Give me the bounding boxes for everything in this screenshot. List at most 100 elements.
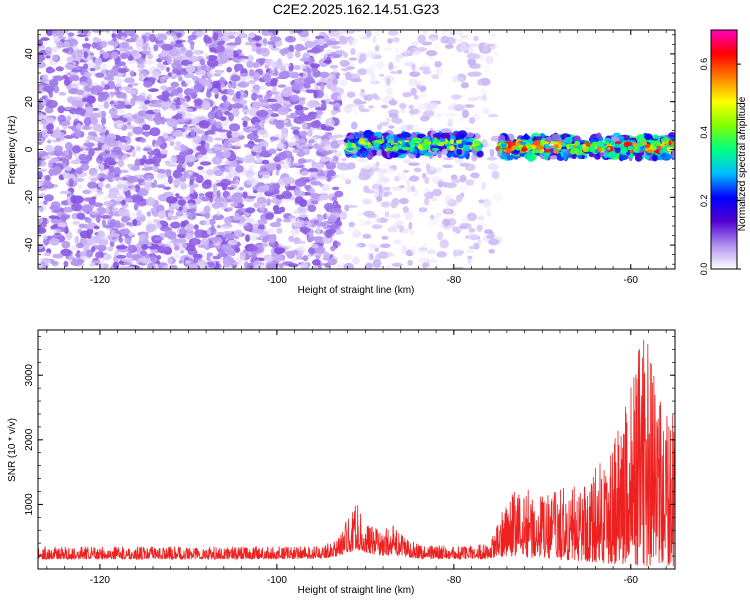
heatmap-cell bbox=[81, 165, 87, 170]
heatmap-cell bbox=[527, 146, 533, 151]
heatmap-cell bbox=[175, 211, 184, 217]
heatmap-cell bbox=[127, 131, 133, 137]
heatmap-cell bbox=[306, 68, 312, 76]
heatmap-cell bbox=[307, 128, 313, 137]
heatmap-cell bbox=[311, 160, 316, 169]
heatmap-cell bbox=[345, 71, 352, 81]
heatmap-cell bbox=[201, 151, 206, 155]
heatmap-cell bbox=[477, 215, 485, 221]
heatmap-cell bbox=[319, 194, 330, 201]
heatmap-cell bbox=[161, 43, 174, 51]
heatmap-cell bbox=[216, 241, 221, 250]
heatmap-cell bbox=[111, 32, 117, 39]
heatmap-cell bbox=[177, 233, 188, 239]
heatmap-cell bbox=[260, 207, 265, 212]
heatmap-cell bbox=[573, 135, 581, 143]
heatmap-cell bbox=[242, 120, 248, 128]
heatmap-cell bbox=[328, 101, 336, 105]
heatmap-cell bbox=[486, 156, 498, 161]
heatmap-cell bbox=[491, 170, 500, 180]
heatmap-cell bbox=[402, 159, 412, 164]
heatmap-cell bbox=[374, 247, 379, 252]
heatmap-cell bbox=[407, 259, 414, 266]
heatmap-cell bbox=[118, 188, 129, 192]
heatmap-cell bbox=[419, 85, 427, 92]
heatmap-cell bbox=[109, 101, 115, 105]
heatmap-cell bbox=[294, 50, 301, 58]
heatmap-cell bbox=[293, 221, 302, 227]
heatmap-cell bbox=[107, 193, 117, 199]
heatmap-cell bbox=[170, 239, 175, 244]
heatmap-cell bbox=[320, 184, 331, 192]
heatmap-cell bbox=[371, 93, 379, 99]
heatmap-cell bbox=[371, 62, 378, 68]
heatmap-cell bbox=[181, 206, 188, 215]
heatmap-cell bbox=[338, 173, 345, 180]
heatmap-cell bbox=[406, 185, 413, 193]
heatmap-cell bbox=[522, 134, 530, 140]
heatmap-cell bbox=[211, 202, 221, 209]
heatmap-cell bbox=[245, 178, 256, 185]
heatmap-cell bbox=[258, 158, 264, 162]
heatmap-cell bbox=[73, 177, 85, 182]
heatmap-cell bbox=[149, 33, 157, 43]
heatmap-cell bbox=[239, 73, 249, 77]
heatmap-cell bbox=[51, 46, 59, 53]
heatmap-cell bbox=[483, 140, 489, 145]
heatmap-cell bbox=[109, 209, 114, 218]
heatmap-cell bbox=[55, 66, 64, 72]
heatmap-cell bbox=[189, 185, 195, 194]
heatmap-cell bbox=[429, 101, 439, 109]
heatmap-cell bbox=[255, 264, 266, 269]
heatmap-cell bbox=[294, 104, 304, 111]
heatmap-cell bbox=[48, 215, 58, 219]
heatmap-cell bbox=[237, 221, 248, 227]
heatmap-cell bbox=[66, 56, 75, 63]
heatmap-cell bbox=[96, 104, 104, 110]
heatmap-cell bbox=[376, 195, 383, 202]
heatmap-cell bbox=[376, 150, 382, 156]
heatmap-cell bbox=[550, 133, 560, 142]
heatmap-cell bbox=[311, 243, 319, 249]
heatmap-cell bbox=[278, 71, 291, 80]
heatmap-cell bbox=[49, 205, 60, 211]
heatmap-cell bbox=[190, 43, 195, 51]
heatmap-cell bbox=[104, 84, 110, 90]
heatmap-cell bbox=[455, 30, 464, 36]
heatmap-cell bbox=[256, 109, 268, 117]
heatmap-cell bbox=[42, 155, 51, 160]
heatmap-cell bbox=[219, 76, 226, 85]
heatmap-cell bbox=[98, 177, 105, 182]
heatmap-cell bbox=[432, 132, 443, 139]
heatmap-cell bbox=[213, 137, 223, 141]
heatmap-cell bbox=[78, 183, 83, 189]
heatmap-cell bbox=[235, 178, 240, 186]
heatmap-cell bbox=[352, 256, 360, 265]
heatmap-cell bbox=[301, 121, 308, 130]
heatmap-cell bbox=[456, 77, 464, 82]
heatmap-cell bbox=[461, 139, 466, 145]
heatmap-cell bbox=[385, 252, 394, 258]
heatmap-cell bbox=[378, 184, 383, 193]
heatmap-cell bbox=[100, 163, 105, 173]
heatmap-cell bbox=[75, 65, 81, 71]
heatmap-cell bbox=[320, 123, 327, 131]
heatmap-cell bbox=[204, 174, 213, 178]
heatmap-cell bbox=[160, 85, 168, 91]
heatmap-cell bbox=[160, 149, 168, 155]
heatmap-cell bbox=[295, 171, 302, 175]
heatmap-cell bbox=[342, 62, 347, 68]
heatmap-cell bbox=[156, 184, 166, 189]
heatmap-cell bbox=[284, 36, 296, 43]
heatmap-cell bbox=[121, 199, 126, 206]
heatmap-cell bbox=[424, 197, 430, 206]
heatmap-cell bbox=[297, 46, 308, 51]
heatmap-cell bbox=[176, 164, 183, 173]
heatmap-cell bbox=[54, 232, 61, 236]
heatmap-cell bbox=[253, 202, 261, 209]
heatmap-cell bbox=[113, 166, 121, 175]
heatmap-cell bbox=[347, 147, 354, 151]
heatmap-cell bbox=[489, 43, 497, 50]
heatmap-cell bbox=[363, 210, 375, 217]
heatmap-cell bbox=[229, 160, 238, 168]
